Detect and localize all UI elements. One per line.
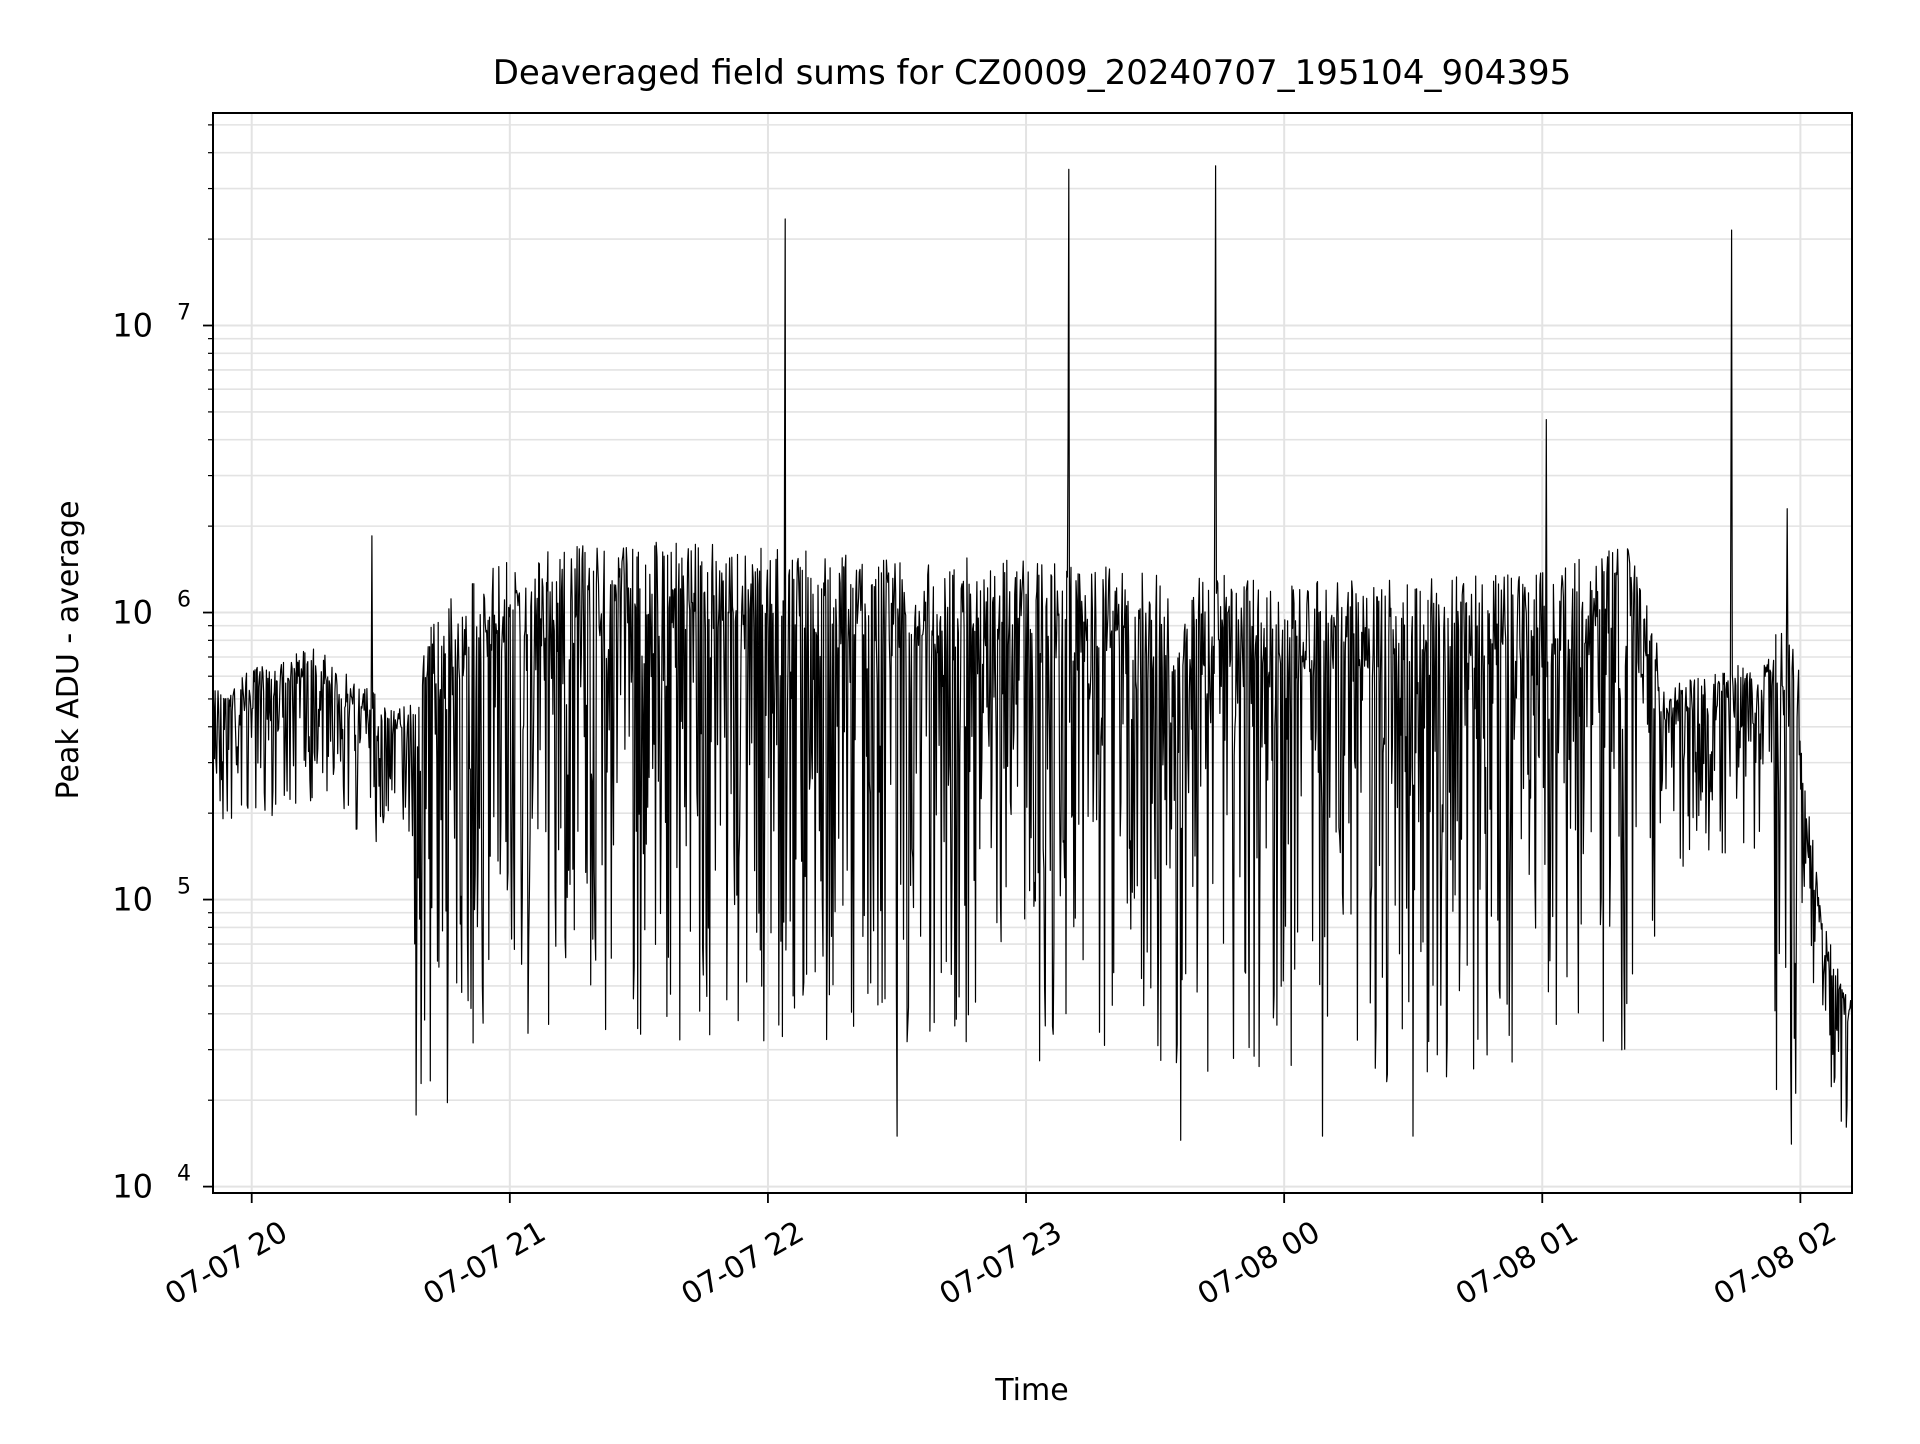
plot-frame (212, 112, 1853, 1194)
y-tick-label: 10 (112, 881, 153, 919)
y-tick-label: 10 (112, 1168, 153, 1206)
y-tick-label: 10 (112, 307, 153, 345)
y-axis-label: Peak ADU - average (51, 500, 86, 799)
y-tick-exponent: 4 (177, 1162, 191, 1187)
y-tick-exponent: 7 (177, 301, 191, 326)
y-tick-base: 10 (112, 307, 153, 345)
y-tick-base: 10 (112, 881, 153, 919)
chart-title: Deaveraged field sums for CZ0009_2024070… (493, 53, 1572, 93)
y-tick-exponent: 5 (177, 875, 191, 900)
y-tick-exponent: 6 (177, 588, 191, 613)
series-group (212, 165, 1853, 1145)
y-tick-base: 10 (112, 594, 153, 632)
series-line (212, 165, 1853, 1145)
y-tick-base: 10 (112, 1168, 153, 1206)
y-tick-label: 10 (112, 594, 153, 632)
x-axis-label: Time (994, 1373, 1068, 1408)
